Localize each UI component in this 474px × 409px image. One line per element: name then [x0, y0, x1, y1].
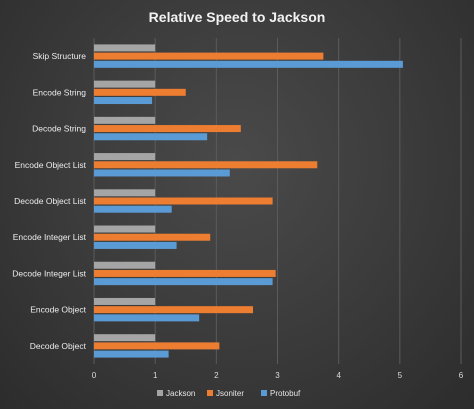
- x-tick-label-0: 0: [92, 371, 97, 380]
- category-labels: Skip Structure Encode String Decode String…: [12, 51, 86, 351]
- bar-protobuf-0: [94, 60, 403, 68]
- bar-jsoniter-8: [94, 342, 220, 350]
- legend-swatch-jackson: [157, 390, 163, 396]
- bar-jackson-5: [94, 225, 156, 233]
- bar-jsoniter-7: [94, 306, 254, 314]
- category-label-7: Encode Object: [30, 305, 86, 315]
- category-label-4: Decode Object List: [14, 196, 86, 206]
- bar-jackson-0: [94, 44, 156, 52]
- bar-protobuf-4: [94, 205, 172, 213]
- category-label-2: Decode String: [32, 124, 86, 134]
- category-label-5: Encode Integer List: [13, 232, 87, 242]
- bar-protobuf-6: [94, 278, 273, 286]
- legend-swatch-protobuf: [261, 390, 267, 396]
- category-label-8: Decode Object: [30, 341, 87, 351]
- bar-jackson-3: [94, 153, 156, 161]
- legend: Jackson Jsoniter Protobuf: [157, 389, 301, 398]
- bar-jackson-4: [94, 189, 156, 197]
- bar-jsoniter-6: [94, 269, 276, 277]
- bar-jackson-8: [94, 334, 156, 342]
- bar-jackson-6: [94, 261, 156, 269]
- bar-jsoniter-5: [94, 233, 211, 241]
- category-label-3: Encode Object List: [15, 160, 87, 170]
- x-tick-label-5: 5: [398, 371, 403, 380]
- bar-jackson-2: [94, 116, 156, 124]
- category-label-0: Skip Structure: [33, 51, 87, 61]
- bar-protobuf-2: [94, 133, 208, 141]
- bar-jsoniter-1: [94, 88, 186, 96]
- category-label-6: Decode Integer List: [12, 268, 86, 278]
- x-tick-label-4: 4: [336, 371, 341, 380]
- bar-protobuf-7: [94, 314, 200, 322]
- x-tick-label-3: 3: [275, 371, 280, 380]
- x-axis-tick-labels: 0 1 2 3 4 5 6: [92, 371, 464, 380]
- bar-protobuf-3: [94, 169, 230, 177]
- bar-jsoniter-4: [94, 197, 273, 205]
- legend-label-protobuf: Protobuf: [270, 389, 301, 398]
- bars: [94, 44, 403, 358]
- x-tick-label-1: 1: [153, 371, 158, 380]
- bar-protobuf-8: [94, 350, 169, 358]
- bar-jackson-7: [94, 297, 156, 305]
- bar-jsoniter-2: [94, 125, 241, 133]
- category-label-1: Encode String: [33, 87, 87, 97]
- bar-jsoniter-3: [94, 161, 318, 169]
- bar-protobuf-5: [94, 241, 177, 249]
- bar-jackson-1: [94, 80, 156, 88]
- legend-label-jsoniter: Jsoniter: [216, 389, 244, 398]
- chart-title: Relative Speed to Jackson: [149, 9, 326, 25]
- bar-protobuf-1: [94, 97, 153, 105]
- legend-label-jackson: Jackson: [166, 389, 195, 398]
- bar-jsoniter-0: [94, 52, 324, 60]
- legend-swatch-jsoniter: [207, 390, 213, 396]
- x-tick-label-2: 2: [214, 371, 219, 380]
- x-tick-label-6: 6: [459, 371, 464, 380]
